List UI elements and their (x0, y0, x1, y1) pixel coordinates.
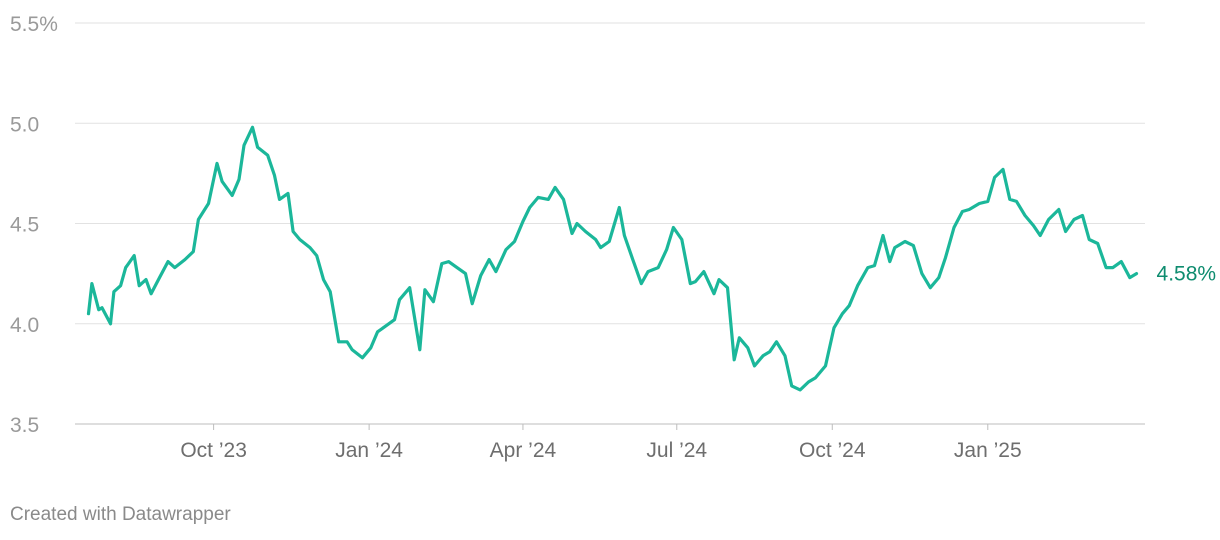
x-tick-label: Oct ’24 (799, 439, 866, 462)
axis-labels: 5.5% 5.0 4.5 4.0 3.5 Oct ’23 Jan ’24 Apr ’24 Jul… (10, 13, 1022, 462)
x-tick-label: Oct ’23 (180, 439, 247, 462)
x-tick-label: Jul ’24 (646, 439, 707, 462)
x-tick-label: Jan ’25 (954, 439, 1022, 462)
series-line (86, 125, 1139, 392)
y-tick-label: 5.5% (10, 13, 58, 36)
x-tick-label: Jan ’24 (335, 439, 403, 462)
y-tick-label: 4.0 (10, 314, 39, 337)
x-tick-label: Apr ’24 (490, 439, 557, 462)
gridlines (75, 22, 1145, 425)
line-chart: 5.5% 5.0 4.5 4.0 3.5 Oct ’23 Jan ’24 Apr ’24 Jul… (10, 13, 1217, 462)
y-tick-label: 5.0 (10, 113, 39, 136)
y-tick-label: 4.5 (10, 214, 39, 237)
last-value-label: 4.58% (1157, 263, 1217, 286)
credit-text: Created with Datawrapper (10, 504, 231, 525)
y-tick-label: 3.5 (10, 414, 39, 437)
